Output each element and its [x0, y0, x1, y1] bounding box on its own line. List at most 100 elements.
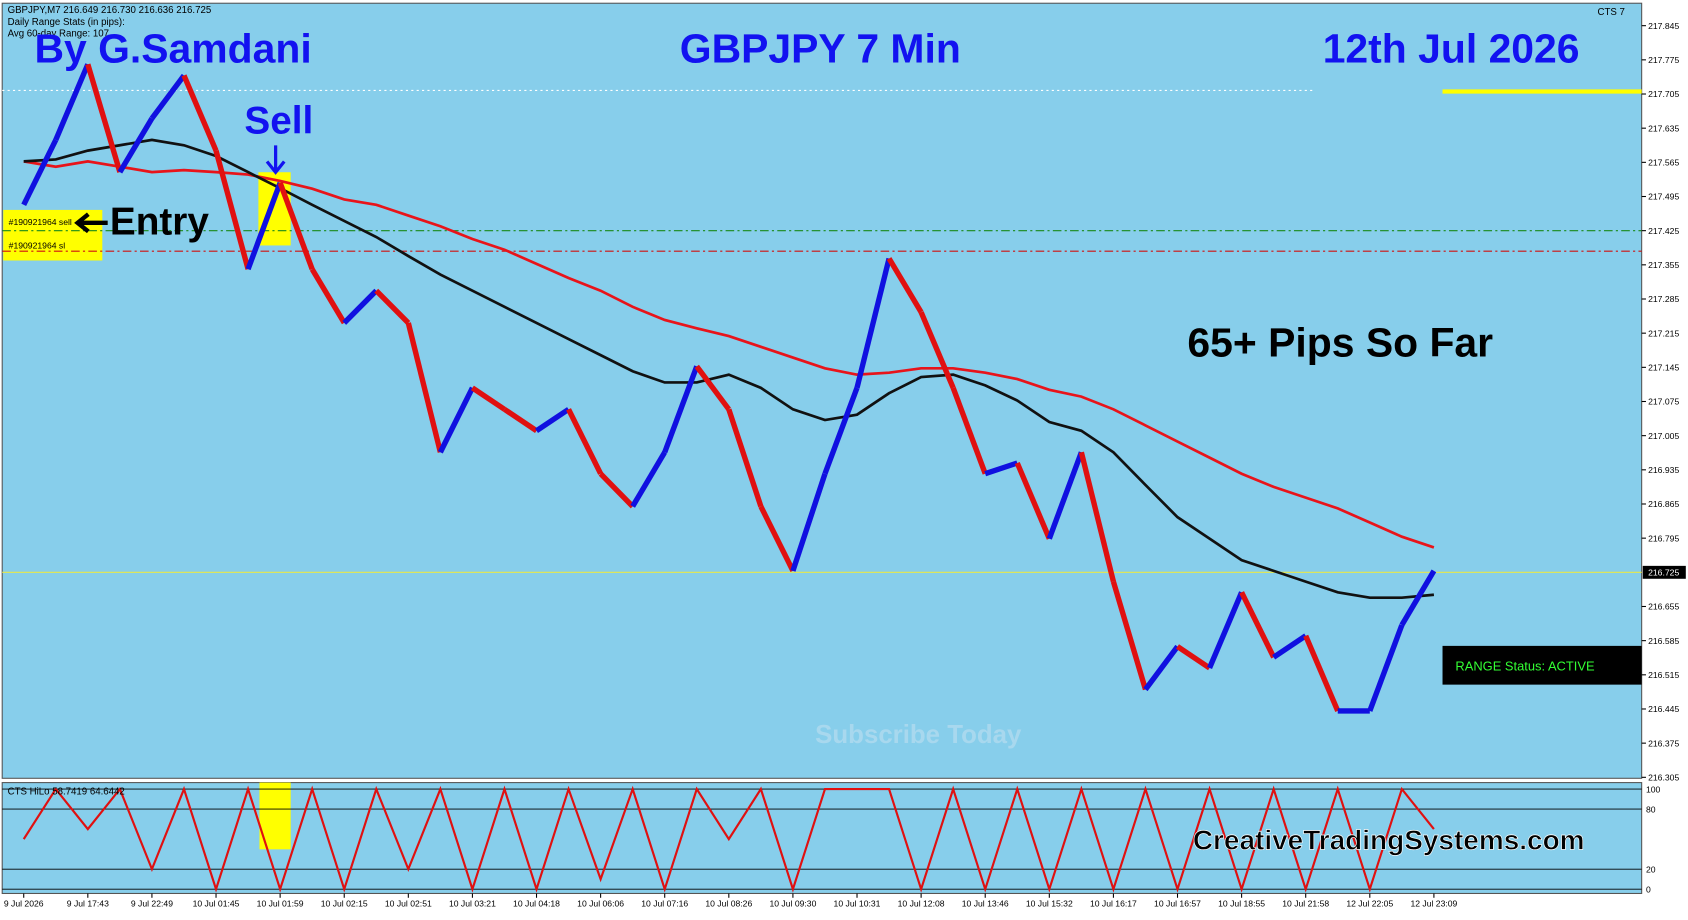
x-tick-label: 10 Jul 13:46 — [962, 898, 1009, 908]
y-tick-label: 216.655 — [1648, 602, 1679, 612]
osc-tick-label: 80 — [1646, 804, 1656, 814]
price-segment — [1399, 569, 1437, 627]
price-segment — [1110, 580, 1149, 691]
price-segment — [1207, 591, 1245, 670]
header: GBPJPY,M7 216.649 216.730 216.636 216.72… — [8, 5, 212, 16]
y-tick-label: 216.795 — [1648, 533, 1679, 543]
price-segment — [21, 138, 59, 206]
y-tick-label: 217.215 — [1648, 328, 1679, 338]
x-tick-label: 10 Jul 02:51 — [385, 898, 432, 908]
main-panel — [1, 2, 1643, 779]
x-tick-label: 10 Jul 18:55 — [1218, 898, 1265, 908]
price-segment — [1014, 461, 1052, 540]
stats-title: Daily Range Stats (in pips): — [8, 17, 125, 28]
result: 65+ Pips So Far — [1187, 319, 1493, 365]
price-segment — [758, 505, 796, 573]
price-segment — [213, 149, 251, 270]
moving-average — [23, 138, 1435, 600]
price-segment — [1272, 633, 1308, 660]
x-tick-label: 10 Jul 21:58 — [1282, 898, 1329, 908]
price-segment — [342, 288, 379, 325]
y-tick-label: 217.425 — [1648, 226, 1679, 236]
price-segment — [277, 181, 315, 271]
price-segment — [85, 63, 123, 173]
price-segment — [1367, 624, 1405, 712]
price-segment — [630, 450, 668, 508]
x-tick-label: 12 Jul 22:05 — [1346, 898, 1393, 908]
price-segment — [886, 257, 924, 314]
y-tick-label: 216.305 — [1648, 773, 1679, 783]
x-tick-label: 10 Jul 16:57 — [1154, 898, 1201, 908]
osc-tick-label: 20 — [1646, 864, 1656, 874]
price-segment — [822, 386, 860, 475]
author: By G.Samdani — [34, 25, 311, 71]
price-segment — [374, 288, 411, 325]
price-segment — [405, 322, 443, 453]
sell-label: Sell — [244, 99, 313, 142]
y-tick-label: 216.935 — [1648, 465, 1679, 475]
y-tick-label: 217.495 — [1648, 192, 1679, 202]
price-segment — [470, 385, 506, 412]
price-segment — [502, 407, 539, 434]
x-tick-label: 9 Jul 22:49 — [131, 898, 173, 908]
price-segment — [53, 63, 91, 141]
x-tick-label: 9 Jul 2026 — [4, 898, 44, 908]
price-segment — [726, 408, 764, 508]
price-segment — [1303, 634, 1341, 712]
y-tick-label: 217.705 — [1648, 89, 1679, 99]
sell-arrow — [265, 145, 286, 175]
price-segment — [149, 73, 187, 121]
last-price-box — [1642, 565, 1686, 579]
price-segment — [1078, 451, 1117, 583]
entry-arrow — [74, 212, 108, 234]
price-segment — [918, 311, 956, 389]
price-segment — [984, 460, 1019, 477]
y-tick-label: 216.585 — [1648, 636, 1679, 646]
x-tick-label: 10 Jul 08:26 — [705, 898, 752, 908]
entry-label: Entry — [110, 201, 210, 244]
order-sell: #190921964 sell — [9, 217, 72, 227]
oscillator-line — [22, 785, 1435, 893]
price-segment — [950, 386, 988, 475]
y-tick-label: 217.075 — [1648, 397, 1679, 407]
x-tick-label: 12 Jul 23:09 — [1410, 898, 1457, 908]
price-segment — [437, 386, 475, 454]
y-tick-label: 217.145 — [1648, 363, 1679, 373]
price-segment — [854, 257, 892, 389]
last-price-label: 216.725 — [1648, 568, 1679, 578]
x-tick-label: 10 Jul 04:18 — [513, 898, 560, 908]
price-segment — [790, 472, 828, 572]
y-tick-label: 217.635 — [1648, 123, 1679, 133]
price-segment — [598, 471, 635, 509]
price-segment — [309, 267, 347, 325]
x-tick-label: 10 Jul 15:32 — [1026, 898, 1073, 908]
y-tick-label: 217.355 — [1648, 260, 1679, 270]
watermark: Subscribe Today — [815, 721, 1022, 749]
price-segment — [181, 74, 219, 152]
website: CreativeTradingSystems.com — [1193, 824, 1585, 855]
osc-tick-label: 100 — [1646, 784, 1661, 794]
price-segment — [1239, 591, 1277, 659]
x-tick-label: 9 Jul 17:43 — [67, 898, 109, 908]
y-tick-label: 217.775 — [1648, 55, 1679, 65]
y-tick-label: 217.285 — [1648, 294, 1679, 304]
price-segment — [245, 181, 283, 271]
y-tick-label: 216.445 — [1648, 704, 1679, 714]
x-tick-label: 10 Jul 12:08 — [898, 898, 945, 908]
price-segment — [1143, 644, 1180, 692]
price-segment — [566, 408, 604, 475]
x-tick-label: 10 Jul 02:15 — [321, 898, 368, 908]
price-segment — [694, 364, 731, 411]
y-tick-label: 217.845 — [1648, 21, 1679, 31]
x-tick-label: 10 Jul 03:21 — [449, 898, 496, 908]
order-sl: #190921964 sl — [9, 241, 66, 251]
brand-corner: CTS 7 — [1598, 7, 1625, 18]
price-segment — [1176, 644, 1212, 671]
y-tick-label: 216.865 — [1648, 499, 1679, 509]
price-segment — [535, 407, 571, 434]
status: RANGE Status: ACTIVE — [1455, 659, 1595, 674]
status-box — [1442, 645, 1642, 685]
y-tick-label: 217.565 — [1648, 158, 1679, 168]
